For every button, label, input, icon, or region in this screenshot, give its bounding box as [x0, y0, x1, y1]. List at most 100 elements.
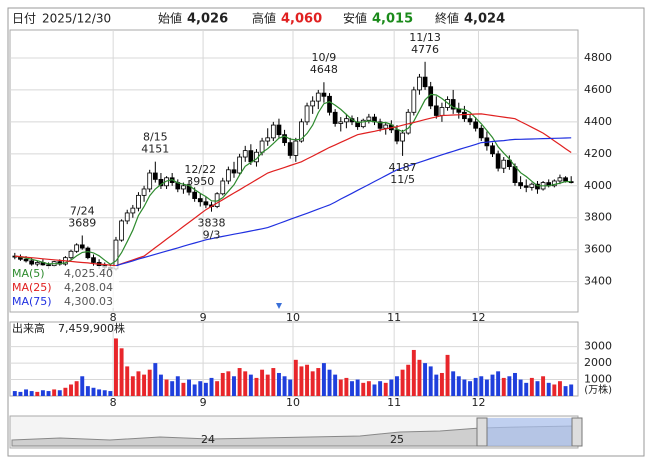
x-tick-label: 10 — [286, 311, 300, 324]
volume-bar — [85, 386, 90, 396]
volume-bar — [248, 374, 253, 396]
annotation-label: 10/9 — [312, 51, 337, 64]
volume-bar — [535, 381, 540, 396]
candle-body — [535, 183, 540, 190]
volume-bar — [456, 376, 461, 396]
ma-line — [14, 113, 572, 267]
navigator: 24 25 — [9, 415, 583, 449]
volume-bar — [338, 379, 343, 396]
volume-bar — [389, 379, 394, 396]
volume-bar — [102, 390, 107, 396]
volume-bar — [271, 368, 276, 396]
candle-body — [79, 244, 85, 249]
candle-body — [360, 119, 366, 128]
candle-body — [473, 121, 479, 129]
volume-bar — [63, 387, 68, 396]
candle-body — [29, 260, 35, 265]
navigator-handle[interactable] — [476, 417, 488, 447]
annotation-label: 7/24 — [70, 204, 95, 217]
candle-body — [456, 108, 462, 113]
x-tick-label: 10 — [286, 396, 300, 409]
volume-bar — [355, 379, 360, 396]
candle-body — [141, 188, 147, 196]
volume-bar — [541, 376, 546, 396]
volume-bar — [57, 390, 62, 396]
candle-body — [495, 153, 501, 169]
candle-body — [462, 111, 467, 120]
annotation-value: 4187 — [389, 161, 417, 174]
candle-body — [287, 142, 293, 156]
volume-bar — [164, 379, 169, 396]
x-tick-label: 12 — [471, 311, 485, 324]
close-label: 終値 — [435, 11, 459, 26]
annotation-value: 4776 — [411, 43, 439, 56]
candle-body — [338, 121, 344, 124]
date-label: 日付 — [12, 12, 36, 26]
navigator-handle[interactable] — [571, 417, 583, 447]
y-tick-label: 4800 — [584, 51, 612, 64]
volume-bar — [366, 381, 371, 396]
y-tick-label: 3800 — [584, 211, 612, 224]
x-tick-label: 11 — [387, 311, 401, 324]
candle-body — [512, 166, 518, 183]
volume-bar — [299, 366, 304, 396]
legend-name: MA(75) — [12, 295, 52, 308]
candle-body — [332, 111, 338, 124]
candle-body — [557, 177, 563, 182]
volume-bar — [473, 377, 478, 396]
volume-bar — [383, 382, 388, 396]
volume-bar — [187, 379, 191, 396]
candle-body — [119, 220, 124, 241]
candle-body — [551, 180, 557, 187]
volume-bar — [203, 382, 208, 396]
volume-bar — [12, 391, 17, 396]
candle-body — [411, 89, 417, 113]
y-tick-label: 2000 — [584, 356, 612, 369]
x-tick-label: 9 — [200, 396, 207, 409]
candle-body — [366, 116, 372, 121]
candle-body — [34, 262, 40, 265]
navigator-window[interactable] — [484, 418, 576, 446]
volume-bar — [293, 359, 298, 396]
x-tick-label: 11 — [387, 396, 401, 409]
volume-bar — [529, 377, 534, 396]
candle-body — [85, 247, 91, 259]
candle-body — [439, 107, 445, 116]
annotation-value: 3689 — [68, 216, 96, 229]
candle-body — [23, 258, 29, 262]
candle-body — [265, 137, 271, 142]
volume-bar — [243, 371, 248, 396]
low-value: 4,015 — [372, 12, 413, 27]
volume-bar — [24, 389, 29, 396]
annotation-value: 4648 — [310, 63, 338, 76]
legend-name: MA(5) — [12, 267, 45, 280]
volume-bar — [192, 384, 197, 396]
volume-bar — [327, 369, 332, 396]
navigator-year: 24 — [201, 433, 215, 446]
volume-bar — [434, 374, 439, 396]
volume-bar — [501, 377, 506, 396]
volume-bar — [417, 359, 422, 396]
volume-bar — [215, 381, 220, 396]
candle-body — [315, 92, 321, 102]
candle-body — [130, 207, 136, 214]
candle-body — [259, 140, 265, 153]
y-tick-label: 1000 — [584, 373, 612, 386]
volume-bar — [226, 371, 231, 396]
candle-body — [507, 159, 512, 168]
volume-bar — [372, 384, 377, 396]
candle-body — [181, 185, 186, 190]
candle-body — [197, 198, 203, 203]
volume-bar — [310, 371, 315, 396]
x-tick-label: 9 — [200, 311, 207, 324]
volume-bar — [428, 366, 433, 396]
volume-bar — [29, 391, 34, 396]
candle-body — [68, 250, 74, 259]
volume-bar — [462, 379, 467, 396]
candle-body — [310, 100, 316, 107]
annotation-label: 11/5 — [390, 173, 415, 186]
y-tick-label: 4200 — [584, 147, 612, 160]
volume-bar — [119, 348, 124, 396]
volume-bar — [130, 376, 135, 396]
